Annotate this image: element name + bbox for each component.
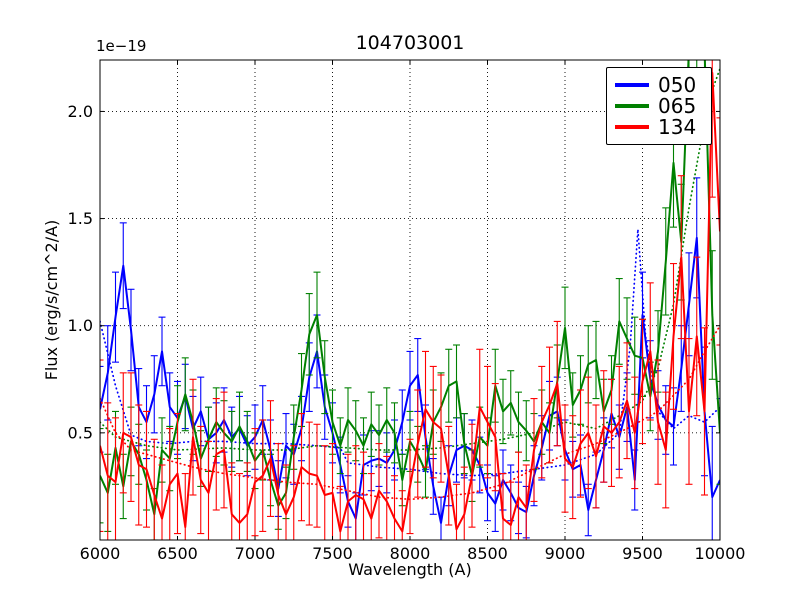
svg-text:1.0: 1.0 [68, 316, 93, 335]
legend-item-134: 134 [615, 117, 703, 137]
y-axis-offset-label: 1e−19 [96, 37, 147, 55]
svg-text:8000: 8000 [390, 544, 431, 563]
legend-item-065: 065 [615, 96, 703, 116]
svg-text:9500: 9500 [622, 544, 663, 563]
legend-label-065: 065 [658, 94, 697, 118]
svg-text:2.0: 2.0 [68, 102, 93, 121]
svg-text:9000: 9000 [545, 544, 586, 563]
legend-item-050: 050 [615, 75, 703, 95]
svg-text:8500: 8500 [467, 544, 508, 563]
y-axis-label: Flux (erg/s/cm^2/A) [42, 219, 61, 381]
legend-label-050: 050 [658, 73, 697, 97]
legend-line-sample-134 [615, 125, 649, 129]
legend-box: 050 065 134 [606, 67, 712, 145]
svg-text:6500: 6500 [157, 544, 198, 563]
legend-line-sample-050 [615, 83, 649, 87]
legend-line-sample-065 [615, 104, 649, 108]
svg-text:10000: 10000 [695, 544, 746, 563]
svg-text:7500: 7500 [312, 544, 353, 563]
legend-label-134: 134 [658, 115, 697, 139]
svg-text:1.5: 1.5 [68, 209, 93, 228]
chart-title: 104703001 [355, 32, 465, 54]
svg-text:0.5: 0.5 [68, 423, 93, 442]
svg-text:7000: 7000 [235, 544, 276, 563]
x-axis-label: Wavelength (A) [348, 560, 472, 579]
svg-text:6000: 6000 [80, 544, 121, 563]
